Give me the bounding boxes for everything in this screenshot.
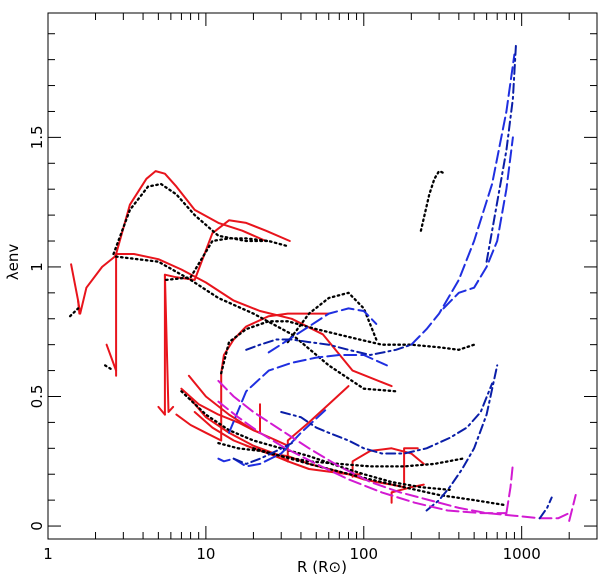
series-line-dashed [217, 379, 571, 520]
x-tick-label: 10 [196, 545, 215, 563]
series-line-dashed [442, 136, 514, 310]
series-line-solid [163, 273, 175, 413]
series-line-solid [163, 219, 291, 416]
series-line-dashdot [485, 43, 517, 263]
series-line-solid [115, 170, 267, 255]
series-line-dashed [217, 400, 508, 515]
series-line-dotted [180, 390, 451, 491]
series-line-solid [286, 385, 350, 463]
series-line-dotted [164, 237, 289, 282]
series-line-solid [77, 299, 81, 315]
tick-layer: 1 10 100 1000 0 0.5 1 1.5 [28, 13, 598, 563]
series-line-dotted [103, 364, 115, 372]
series-line-solid [187, 374, 289, 447]
series-line-dotted [217, 441, 464, 468]
series-line-dashed [410, 53, 516, 346]
series-line-solid [115, 253, 393, 388]
series-line-dashed [228, 354, 388, 434]
series-line-dotted [419, 169, 447, 232]
y-axis-title: λenv [4, 244, 22, 281]
series-line-dashdot [425, 364, 499, 512]
plot-frame [47, 12, 598, 540]
series-line-dotted [220, 320, 476, 375]
series-line-solid [157, 405, 166, 416]
series-line-dashed [568, 494, 577, 522]
series-line-dashed [505, 462, 514, 515]
y-tick-label: 1.5 [28, 125, 46, 149]
x-tick-label: 1 [43, 545, 53, 563]
series-line-dotted [68, 307, 80, 318]
series-line-dashed [267, 307, 378, 354]
series-line-solid [70, 253, 118, 377]
series-line-dashdot [232, 442, 293, 465]
y-tick-label: 0 [28, 521, 46, 531]
x-tick-label: 100 [349, 545, 378, 563]
series-line-dashdot [280, 382, 494, 455]
series-layer [68, 43, 577, 522]
series-line-dashed [232, 405, 330, 468]
series-line-solid [220, 312, 330, 375]
y-tick-label: 1 [28, 262, 46, 272]
y-tick-label: 0.5 [28, 385, 46, 409]
series-line-solid [390, 483, 425, 504]
series-line-dashdot [538, 496, 553, 520]
x-axis-title: R (R⊙) [297, 558, 347, 576]
series-line-dashed [217, 457, 235, 463]
x-tick-label: 1000 [503, 545, 541, 563]
series-line-dashdot [245, 338, 413, 356]
series-line-dotted [286, 291, 378, 344]
series-line-solid [175, 372, 223, 442]
series-line-solid [105, 343, 118, 372]
series-line-dotted [114, 255, 398, 393]
series-line-dotted [252, 447, 508, 507]
